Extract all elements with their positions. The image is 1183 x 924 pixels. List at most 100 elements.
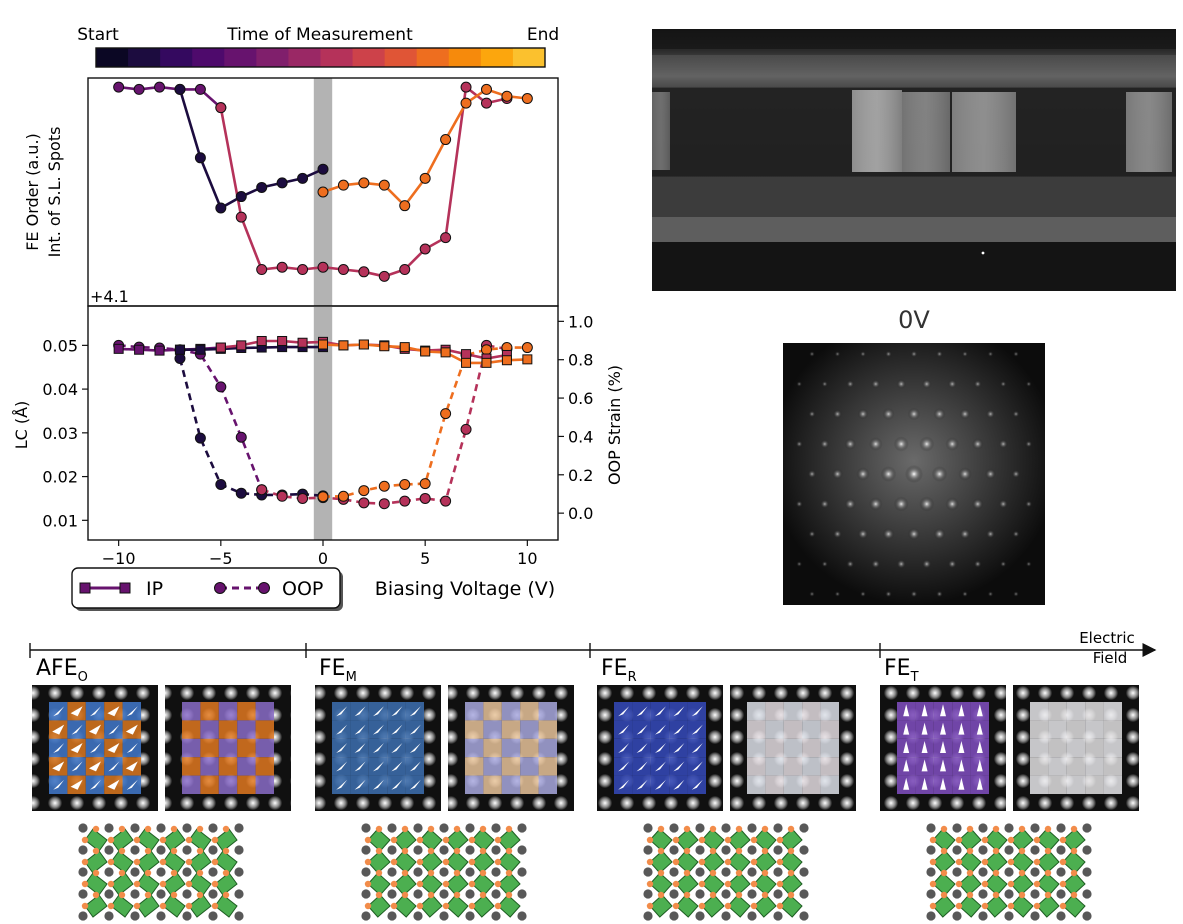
oxygen-atom — [401, 825, 409, 833]
stem-micrograph — [652, 29, 1176, 291]
polarization-cell — [122, 775, 141, 794]
octahedron — [136, 850, 160, 874]
data-point — [480, 83, 492, 95]
cation-atom — [643, 911, 653, 921]
offset-label: +4.1 — [90, 287, 129, 306]
cation-atom — [517, 823, 527, 833]
oop-data-point — [276, 490, 288, 502]
superlattice-cell — [1103, 720, 1122, 739]
cation-atom — [517, 867, 527, 877]
oxygen-atom — [427, 825, 435, 833]
diffraction-spot — [1025, 561, 1032, 567]
polarization-arrow — [53, 706, 65, 717]
phase-title: FER — [601, 656, 637, 685]
polarization-arrow — [409, 724, 421, 735]
octahedron — [1036, 872, 1060, 896]
micrograph-top-band — [652, 29, 1176, 49]
oxygen-atom — [776, 880, 784, 888]
cation-atom — [130, 823, 140, 833]
polarization-arrow — [126, 743, 138, 753]
oxygen-atom — [494, 858, 502, 866]
diffraction-spot — [896, 559, 907, 569]
polarization-arrow — [976, 777, 983, 790]
superlattice-cell — [520, 775, 539, 794]
diffraction-spot — [1000, 380, 1007, 388]
cation-atom — [721, 823, 731, 833]
octahedron — [932, 828, 956, 852]
data-point — [133, 83, 145, 95]
oxygen-atom — [159, 902, 167, 910]
polarization-arrow — [921, 722, 928, 735]
octahedron — [701, 850, 725, 874]
superlattice-cell — [483, 757, 502, 776]
octahedron — [419, 828, 443, 852]
octahedron — [471, 894, 495, 918]
oxygen-atom — [427, 847, 435, 855]
oxygen-atom — [144, 869, 152, 877]
ip-data-point — [277, 335, 288, 346]
polarization-cell — [669, 702, 688, 721]
superlattice-cell — [465, 775, 484, 794]
phase-title-subscript: O — [78, 670, 88, 685]
data-point — [256, 181, 268, 193]
polarization-cell — [122, 702, 141, 721]
legend-oop-marker — [214, 582, 226, 594]
cation-atom — [387, 867, 397, 877]
superlattice-cell — [538, 775, 557, 794]
superlattice-cell — [465, 720, 484, 739]
octahedron — [188, 894, 212, 918]
oxygen-atom — [981, 880, 989, 888]
superlattice-cell — [255, 757, 274, 776]
diffraction-spot — [958, 467, 972, 481]
polarization-cell — [405, 720, 424, 739]
cation-atom — [491, 867, 501, 877]
oxygen-atom — [211, 880, 219, 888]
oop-data-point — [419, 492, 431, 504]
diffraction-spot — [919, 436, 935, 452]
diffraction-spot — [831, 468, 844, 480]
oxygen-atom — [698, 858, 706, 866]
oxygen-atom — [144, 891, 152, 899]
oop-series-line — [178, 358, 324, 498]
cation-atom — [799, 823, 809, 833]
oxygen-atom — [672, 902, 680, 910]
data-point — [337, 179, 349, 191]
legend-ip-marker — [79, 582, 91, 594]
oxygen-atom — [416, 902, 424, 910]
polarization-arrow — [940, 722, 946, 735]
polarization-arrow — [636, 779, 648, 790]
colorbar-segment — [96, 48, 129, 67]
cation-atom — [1082, 867, 1092, 877]
superlattice-cell — [783, 738, 803, 758]
cation-atom — [104, 867, 114, 877]
data-point — [440, 134, 452, 146]
oxygen-atom — [787, 847, 795, 855]
octahedron — [701, 894, 725, 918]
oop-series-line — [261, 343, 508, 506]
polarization-arrow — [636, 761, 648, 772]
phase-panel-afe-o: AFEO — [32, 656, 291, 921]
oxygen-atom — [929, 858, 937, 866]
y2-tick-label: 0.0 — [568, 504, 593, 523]
polarization-cell — [387, 738, 406, 758]
polarization-arrow — [903, 722, 910, 735]
octahedron — [779, 828, 803, 852]
colorbar-frame — [95, 47, 546, 68]
polarization-arrow — [958, 722, 965, 735]
superlattice-cell — [820, 757, 839, 776]
cation-atom — [130, 889, 140, 899]
oxygen-atom — [364, 858, 372, 866]
cation-atom — [721, 867, 731, 877]
oxygen-atom — [709, 847, 717, 855]
diffraction-spot — [882, 527, 895, 541]
oxygen-atom — [479, 825, 487, 833]
oop-data-point — [337, 490, 349, 502]
octahedron — [1062, 894, 1086, 918]
diffraction-spot — [907, 527, 921, 541]
superlattice-cell — [1030, 738, 1049, 758]
oxygen-atom — [1070, 869, 1078, 877]
cation-atom — [361, 889, 371, 899]
octahedron — [1036, 828, 1060, 852]
octahedron — [675, 894, 699, 918]
octahedron — [727, 850, 751, 874]
